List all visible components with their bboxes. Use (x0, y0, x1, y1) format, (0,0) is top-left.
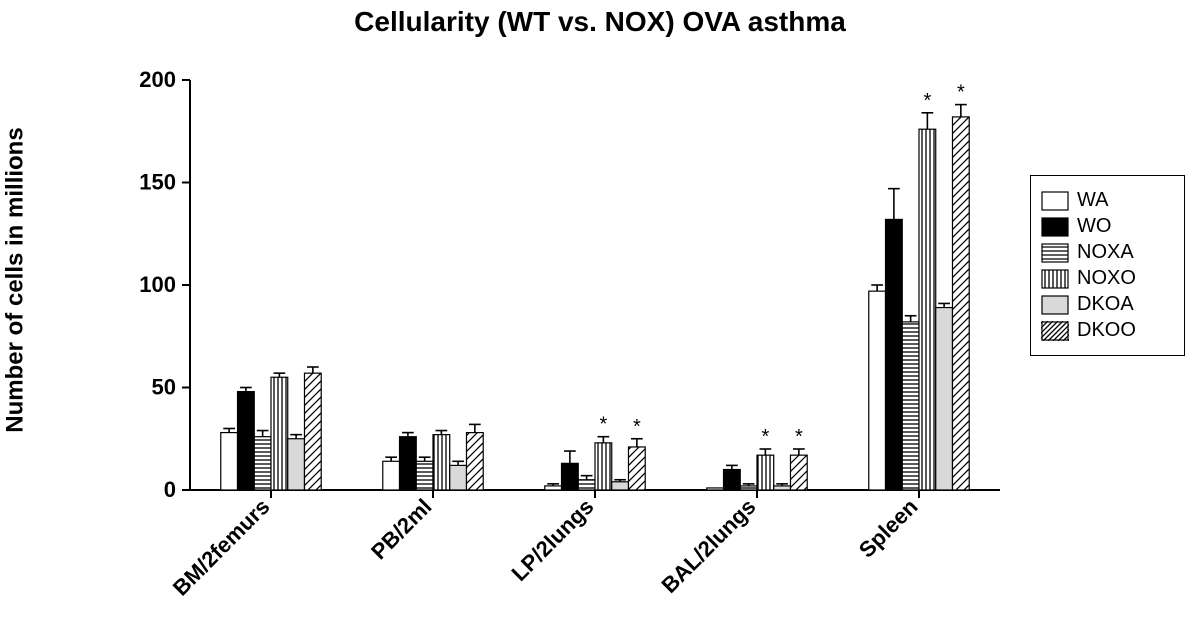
legend-label: WO (1077, 215, 1111, 238)
significance-star: * (761, 426, 769, 448)
bar (416, 461, 433, 490)
legend-swatch (1041, 243, 1069, 263)
svg-text:50: 50 (152, 375, 176, 400)
legend-swatch (1041, 321, 1069, 341)
legend-swatch (1041, 295, 1069, 315)
significance-star: * (795, 426, 803, 448)
bar (628, 447, 645, 490)
legend-item: WA (1041, 189, 1174, 212)
significance-star: * (599, 414, 607, 436)
bar (304, 373, 321, 490)
bar (774, 486, 791, 490)
bar (919, 129, 936, 490)
y-axis-label: Number of cells in millions (2, 127, 30, 432)
bar (578, 480, 595, 490)
bar (902, 322, 919, 490)
legend-item: NOXA (1041, 241, 1174, 264)
bar (936, 308, 953, 490)
bar (724, 470, 741, 491)
bar (562, 463, 579, 490)
bar (254, 437, 271, 490)
bar (466, 433, 483, 490)
chart-title: Cellularity (WT vs. NOX) OVA asthma (0, 6, 1200, 38)
bar (707, 488, 724, 490)
legend-item: NOXO (1041, 267, 1174, 290)
svg-text:200: 200 (140, 70, 176, 92)
y-axis-label-wrap: Number of cells in millions (0, 70, 36, 490)
bar (271, 377, 288, 490)
legend-box: WA WO NOXA NOXO DKOA DKOO (1030, 175, 1185, 356)
bar (612, 482, 629, 490)
x-category-label: BM/2femurs (168, 494, 275, 601)
significance-star: * (923, 90, 931, 112)
bar (288, 439, 305, 490)
bar (757, 455, 774, 490)
legend-label: WA (1077, 189, 1108, 212)
bar (433, 435, 450, 490)
x-category-label: LP/2lungs (507, 494, 599, 586)
svg-text:0: 0 (164, 477, 176, 502)
legend-item: DKOA (1041, 293, 1174, 316)
chart-figure: Cellularity (WT vs. NOX) OVA asthma Numb… (0, 0, 1200, 642)
chart-svg: 0 50 100 150 200 BM/2femurs PB/2ml LP/2lungs BAL… (140, 70, 1010, 630)
plot-area: 050100150200BM/2femursPB/2mlLP/2lungsBAL… (140, 70, 1010, 490)
bar (221, 433, 238, 490)
legend-swatch (1041, 269, 1069, 289)
legend-item: DKOO (1041, 319, 1174, 342)
legend-swatch (1041, 191, 1069, 211)
legend-label: NOXO (1077, 267, 1136, 290)
legend-label: DKOA (1077, 293, 1134, 316)
bar (400, 437, 417, 490)
svg-text:100: 100 (140, 272, 176, 297)
bar (450, 465, 467, 490)
bar (886, 219, 903, 490)
x-category-label: Spleen (854, 494, 923, 563)
bar (238, 392, 255, 490)
significance-star: * (957, 82, 965, 104)
bar (790, 455, 807, 490)
significance-star: * (633, 416, 641, 438)
legend-swatch (1041, 217, 1069, 237)
legend-item: WO (1041, 215, 1174, 238)
x-category-label: BAL/2lungs (656, 494, 760, 598)
bar (869, 291, 886, 490)
bar (545, 486, 562, 490)
x-category-label: PB/2ml (366, 494, 436, 564)
bar (383, 461, 400, 490)
svg-text:150: 150 (140, 170, 176, 195)
bar (595, 443, 612, 490)
bar (952, 117, 969, 490)
legend-label: NOXA (1077, 241, 1134, 264)
legend-label: DKOO (1077, 319, 1136, 342)
bar (740, 486, 757, 490)
